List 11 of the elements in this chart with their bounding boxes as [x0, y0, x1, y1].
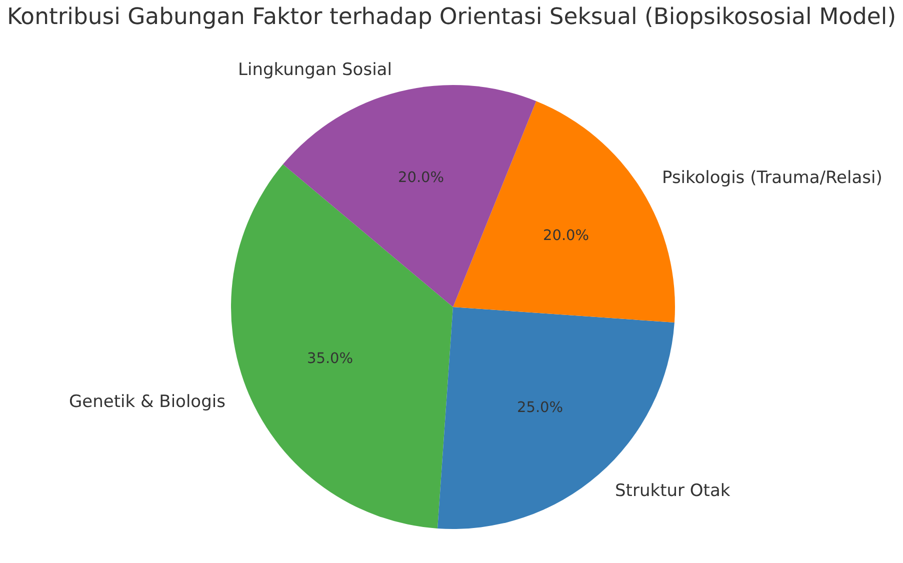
- data-label: 25.0%: [517, 400, 564, 416]
- slice-label: Psikologis (Trauma/Relasi): [662, 168, 882, 188]
- data-label: 20.0%: [398, 170, 444, 186]
- data-label: 20.0%: [543, 228, 590, 244]
- pie-slice: [282, 85, 536, 307]
- data-label: 35.0%: [307, 351, 354, 367]
- slice-label: Lingkungan Sosial: [238, 60, 392, 80]
- slice-label: Genetik & Biologis: [69, 392, 226, 412]
- pie-slice: [231, 164, 453, 528]
- chart-title: Kontribusi Gabungan Faktor terhadap Orientasi Seksual (Biopsikososial Model): [6, 4, 896, 30]
- slice-label: Struktur Otak: [615, 481, 730, 501]
